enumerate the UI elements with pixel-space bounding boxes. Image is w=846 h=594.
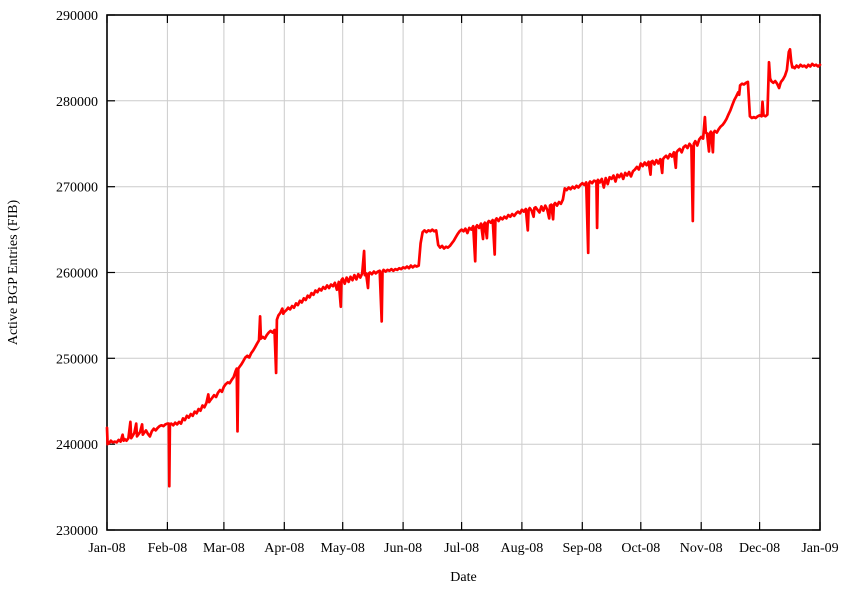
x-tick-label: Apr-08: [264, 541, 304, 556]
x-tick-label: Sep-08: [562, 541, 602, 556]
x-tick-label: Jun-08: [384, 541, 422, 556]
tick-labels: Jan-08 Feb-08 Mar-08 Apr-08 May-08 Jun-08 Jul-…: [56, 9, 839, 556]
x-tick-label: Jul-08: [444, 541, 479, 556]
y-tick-label: 290000: [56, 9, 98, 24]
x-tick-label: May-08: [321, 541, 365, 556]
y-tick-label: 250000: [56, 352, 98, 367]
x-tick-label: Dec-08: [739, 541, 780, 556]
y-tick-label: 240000: [56, 438, 98, 453]
y-tick-label: 270000: [56, 181, 98, 196]
x-axis-title: Date: [450, 570, 476, 585]
x-tick-label: Nov-08: [680, 541, 723, 556]
y-tick-label: 280000: [56, 95, 98, 110]
data-line: [105, 47, 822, 488]
x-tick-label: Jan-09: [801, 541, 838, 556]
y-axis-title: Active BGP Entries (FIB): [6, 200, 21, 346]
x-tick-label: Oct-08: [621, 541, 660, 556]
plot-border: [106, 14, 821, 531]
x-tick-label: Mar-08: [203, 541, 245, 556]
x-tick-label: Aug-08: [501, 541, 544, 556]
grid-lines: [106, 14, 821, 531]
y-tick-label: 230000: [56, 524, 98, 539]
x-tick-label: Jan-08: [88, 541, 125, 556]
x-tick-label: Feb-08: [148, 541, 188, 556]
y-tick-label: 260000: [56, 267, 98, 282]
